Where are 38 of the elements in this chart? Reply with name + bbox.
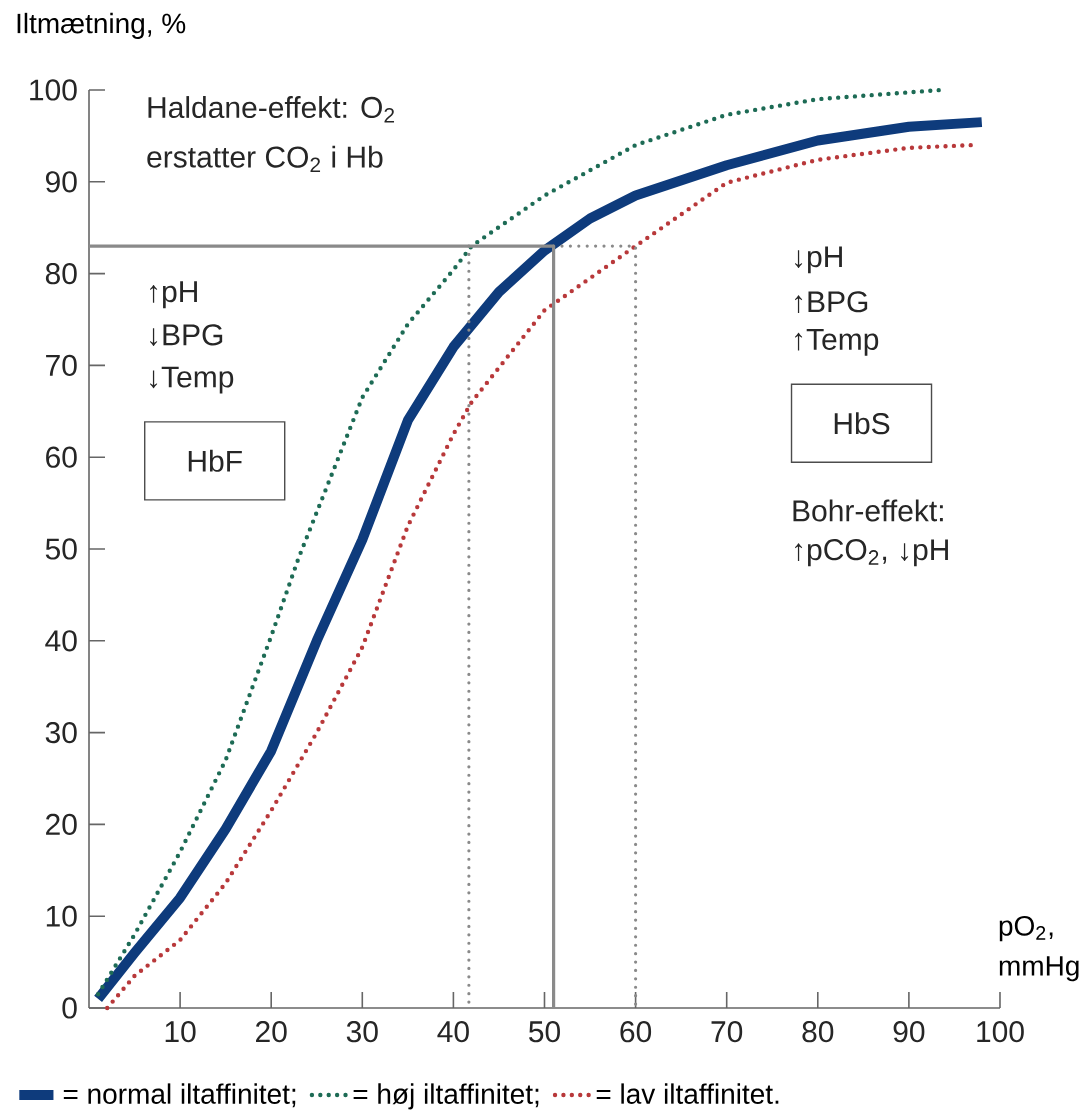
x-axis-title: pO$_{2}$, mmHg (999, 915, 1079, 982)
x-tick-label: 60 (620, 1021, 652, 1043)
y-tick-label: 20 (46, 813, 77, 836)
annotation: erstatter CO$_{2}$ i Hb (147, 145, 383, 173)
x-tick-label: 40 (437, 1021, 469, 1043)
x-tick-label: 10 (165, 1021, 196, 1043)
y-tick-label: 60 (46, 446, 77, 468)
annotation: Bohr-effekt: (793, 499, 943, 522)
y-tick-label: 40 (45, 630, 77, 652)
x-tick-label: 50 (529, 1021, 560, 1043)
x-tick-label: 80 (802, 1021, 834, 1043)
y-tick-label: 100 (30, 79, 77, 101)
annotation: Haldane-effekt: O$_{2}$ (148, 96, 395, 123)
y-axis-title: Iltmætning, % (17, 12, 186, 39)
annotation: ↓pH (795, 246, 842, 274)
annotation: ↑Temp (795, 329, 879, 356)
y-tick-label: 80 (45, 262, 77, 285)
legend-label: = lav iltaffinitet. (596, 1083, 779, 1104)
annotation: ↑pCO$_{2}$, ↓pH (795, 539, 948, 567)
annotation: ↓BPG (150, 324, 223, 347)
y-tick-label: 30 (45, 721, 77, 744)
y-tick-label: 10 (46, 905, 77, 927)
annotation: ↓Temp (150, 366, 234, 394)
x-tick-label: 70 (711, 1021, 743, 1043)
annotation: ↑pH (150, 281, 197, 309)
x-tick-label: 30 (346, 1021, 378, 1043)
x-tick-label: 90 (893, 1021, 925, 1043)
y-tick-label: 0 (62, 997, 77, 1019)
legend-label: = høj iltaffinitet; (353, 1083, 539, 1110)
annotation: HbS (834, 412, 890, 435)
x-tick-label: 20 (256, 1021, 287, 1043)
annotation: ↑BPG (795, 291, 868, 313)
y-tick-label: 90 (45, 171, 77, 193)
y-tick-label: 70 (46, 354, 77, 377)
y-tick-label: 50 (45, 538, 77, 560)
annotation: HbF (188, 449, 242, 472)
x-tick-label: 100 (977, 1021, 1024, 1043)
legend-label: = normal iltaffinitet; (63, 1083, 296, 1108)
